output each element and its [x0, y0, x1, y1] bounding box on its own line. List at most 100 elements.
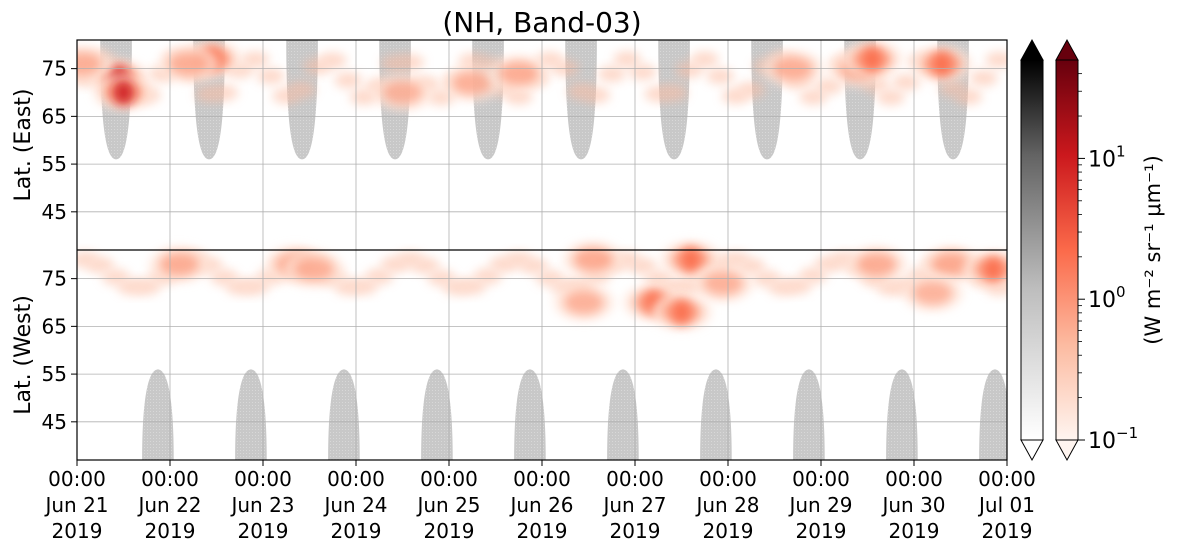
emission-cell-west-29 [520, 257, 549, 274]
emission-event-body [77, 51, 102, 76]
emission-cell-west-19 [365, 268, 394, 285]
emission-cell-east-18 [349, 89, 378, 106]
x-tick-year: 2019 [517, 519, 568, 543]
emission-event-core [983, 257, 1004, 282]
emission-cell-east-21 [396, 54, 425, 71]
y-axis-label-west: Lat. (West) [11, 295, 36, 415]
emission-events [77, 41, 1007, 331]
emission-cell-west-47 [799, 267, 828, 284]
emission-cell-west-36 [628, 257, 657, 274]
emission-event-9 [442, 64, 503, 101]
colorbar-reds-body [1055, 59, 1079, 441]
emission-event-core [671, 300, 692, 325]
emission-cell-east-58 [969, 70, 998, 87]
emission-event-body [931, 252, 972, 277]
night-lobe-west-6 [700, 369, 732, 460]
colorbar-label: (W m⁻² sr⁻¹ μm⁻¹) [1141, 155, 1165, 345]
emission-event-7 [284, 251, 345, 288]
x-tick-label: 00:00 Jun 21 2019 [43, 467, 108, 543]
emission-event-body [382, 80, 423, 105]
colorbar-greys-body [1020, 59, 1044, 441]
colorbar-tick-base: 10 [1088, 429, 1116, 454]
night-lobe-west-5 [607, 369, 639, 460]
x-tick-time: 00:00 [327, 467, 385, 491]
y-tick-label-west: 55 [42, 362, 67, 386]
colorbar-tick-base: 10 [1088, 288, 1116, 313]
emission-event-body [159, 252, 200, 277]
night-lobe-west-1 [235, 369, 267, 460]
x-tick-label: 00:00 Jun 26 2019 [508, 467, 573, 543]
x-tick-time: 00:00 [792, 467, 850, 491]
emission-cell-west-43 [737, 258, 766, 275]
emission-event-core [113, 80, 134, 105]
emission-cell-east-33 [582, 87, 611, 104]
chart-title: (NH, Band-03) [442, 6, 641, 39]
x-tick-year: 2019 [238, 519, 289, 543]
colorbar-greys [1020, 38, 1044, 462]
emission-cell-east-48 [814, 78, 843, 95]
emission-cell-east-35 [613, 51, 642, 68]
emission-cell-east-39 [675, 62, 704, 79]
x-tick-label: 00:00 Jun 28 2019 [694, 467, 759, 543]
colorbar-reds-extend-max [1055, 38, 1079, 61]
emission-event-8 [372, 74, 433, 111]
x-tick-label: 00:00 Jun 30 2019 [880, 467, 945, 543]
emission-cell-east-36 [628, 64, 657, 81]
emission-event-body [168, 51, 209, 76]
emission-cell-east-40 [690, 51, 719, 68]
y-axis-label-east: Lat. (East) [11, 89, 36, 202]
colorbar-tick-exponent: −1 [1116, 424, 1138, 442]
colorbar-tick-label: 10−1 [1088, 424, 1138, 454]
emission-cell-east-16 [318, 52, 347, 69]
x-tick-date: Jun 28 [694, 493, 759, 517]
emission-event-4 [158, 45, 219, 82]
y-tick-label-east: 45 [42, 200, 67, 224]
x-tick-time: 00:00 [48, 467, 106, 491]
emission-event-20 [842, 41, 903, 78]
colorbar-tick-exponent: 1 [1116, 142, 1126, 160]
night-lobe-west-3 [421, 369, 453, 460]
x-tick-time: 00:00 [234, 467, 292, 491]
night-lobe-west-9 [979, 369, 1007, 460]
night-lobe-west-8 [886, 369, 918, 460]
emission-cell-east-38 [659, 84, 688, 101]
emission-cell-east-11 [241, 51, 270, 68]
x-tick-label: 00:00 Jun 23 2019 [229, 467, 294, 543]
emission-cell-east-14 [287, 81, 316, 98]
y-tick-label-east: 55 [42, 152, 67, 176]
x-tick-year: 2019 [331, 519, 382, 543]
emission-event-16 [693, 265, 754, 302]
y-tick-label-west: 75 [42, 267, 67, 291]
x-tick-label: 00:00 Jul 01 2019 [977, 467, 1036, 543]
x-tick-date: Jun 29 [787, 493, 852, 517]
x-tick-label: 00:00 Jun 22 2019 [136, 467, 201, 543]
y-ticks: 45 55 65 75 75 65 55 45 [42, 57, 77, 434]
x-tick-time: 00:00 [978, 467, 1036, 491]
x-tick-year: 2019 [796, 519, 847, 543]
x-tick-time: 00:00 [606, 467, 664, 491]
x-tick-date: Jun 27 [601, 493, 666, 517]
emission-event-24 [902, 274, 963, 311]
emission-cell-east-34 [597, 66, 626, 83]
colorbar-reds-extend-min [1055, 439, 1079, 462]
emission-event-core [680, 247, 701, 272]
y-tick-label-west: 65 [42, 314, 67, 338]
x-tick-year: 2019 [145, 519, 196, 543]
x-tick-year: 2019 [52, 519, 103, 543]
emission-event-14 [651, 294, 712, 331]
emission-event-5 [149, 246, 210, 283]
y-tick-label-west: 45 [42, 410, 67, 434]
emission-cell-east-43 [737, 81, 766, 98]
night-lobe-west-4 [514, 369, 546, 460]
y-tick-label-east: 75 [42, 57, 67, 81]
x-tick-label: 00:00 Jun 24 2019 [322, 467, 387, 543]
x-tick-label: 00:00 Jun 29 2019 [787, 467, 852, 543]
emission-event-body [856, 252, 897, 277]
x-tick-date: Jun 24 [322, 493, 387, 517]
x-tick-time: 00:00 [420, 467, 478, 491]
emission-event-body [452, 70, 493, 95]
